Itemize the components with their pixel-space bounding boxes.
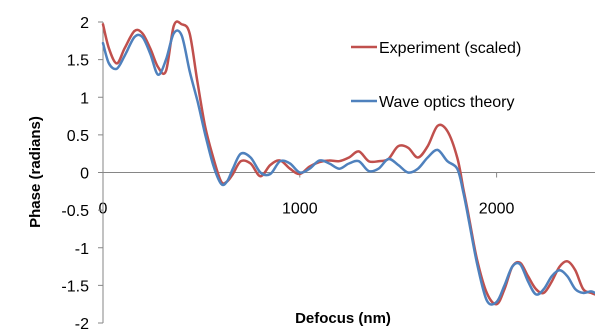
legend-label: Wave optics theory	[379, 94, 514, 111]
y-tick-label: 0	[80, 166, 89, 183]
y-axis-title: Phase (radians)	[27, 116, 44, 228]
x-tick-label: 1000	[282, 201, 318, 218]
y-tick-label: 1	[80, 90, 89, 107]
y-tick-label: -0.5	[61, 203, 89, 220]
y-tick-labels: 2 1.5 1 0.5 0 -0.5 -1 -1.5 -2	[61, 15, 89, 333]
y-tick-label: -2	[75, 316, 89, 333]
y-tick-label: 2	[80, 15, 89, 32]
x-tick-labels: 0 1000 2000	[99, 201, 515, 218]
y-tick-label: 0.5	[67, 128, 89, 145]
y-tick-label: 1.5	[67, 53, 89, 70]
y-tick-label: -1	[75, 241, 89, 258]
x-tick-label: 2000	[479, 201, 515, 218]
series-lines	[101, 20, 595, 306]
series-line-theory	[101, 29, 595, 306]
legend: Experiment (scaled) Wave optics theory	[351, 40, 521, 111]
x-axis-title: Defocus (nm)	[295, 310, 391, 327]
y-tick-label: -1.5	[61, 278, 89, 295]
axes	[98, 21, 595, 324]
legend-label: Experiment (scaled)	[379, 40, 521, 57]
